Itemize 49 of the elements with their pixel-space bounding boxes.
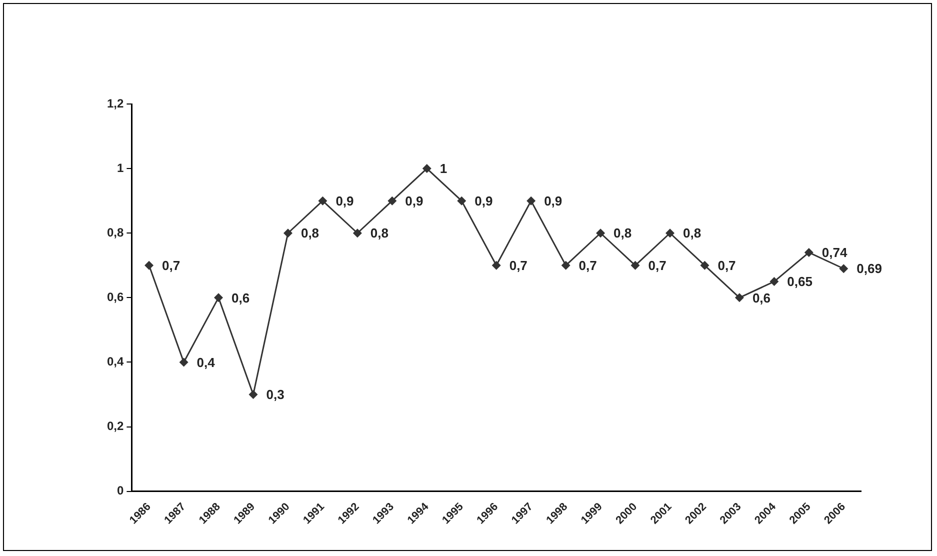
point (457, 196, 466, 206)
point (179, 358, 188, 367)
data-label: 0,65 (787, 274, 812, 290)
y-tick-label: 0 (116, 484, 124, 498)
point (839, 264, 848, 274)
data-label: 0,8 (370, 226, 388, 241)
data-label: 0,7 (648, 258, 666, 273)
data-label: 0,9 (474, 193, 493, 208)
data-label: 0,7 (718, 258, 736, 273)
data-label: 0,9 (544, 193, 562, 208)
data-label: 0,4 (196, 354, 216, 370)
y-tick-label: 1,2 (106, 96, 124, 110)
y-tick-label: 0,8 (106, 225, 124, 240)
point (665, 228, 674, 238)
point (248, 390, 258, 400)
data-label: 0,7 (162, 258, 180, 273)
point (700, 260, 710, 270)
point (561, 260, 570, 270)
y-tick-label: 1 (116, 160, 124, 175)
point (318, 196, 328, 206)
point (388, 196, 397, 206)
data-label: 0,8 (300, 226, 320, 241)
data-label: 0,6 (752, 290, 771, 306)
data-label: 0,69 (856, 261, 882, 276)
data-label: 0,9 (405, 193, 424, 208)
point (596, 228, 606, 238)
data-label: 0,8 (614, 226, 632, 241)
data-label: 0,8 (682, 226, 702, 241)
data-label: 0,9 (336, 193, 354, 208)
data-label: 0,3 (266, 387, 284, 402)
data-label: 1 (440, 161, 448, 176)
point (770, 277, 779, 286)
point (630, 260, 640, 270)
y-tick-label: 0,2 (106, 419, 124, 434)
data-label: 0,7 (578, 258, 597, 273)
point (214, 293, 224, 302)
data-label: 0,74 (822, 245, 848, 260)
point (144, 260, 154, 270)
point (804, 248, 814, 257)
y-tick-label: 0,6 (106, 290, 124, 304)
y-tick-label: 0,4 (106, 354, 124, 369)
data-label: 0,7 (509, 258, 528, 273)
point (492, 260, 501, 270)
point (422, 164, 432, 174)
point (352, 228, 362, 238)
point (283, 228, 292, 238)
data-label: 0,6 (232, 290, 250, 306)
point (734, 293, 744, 302)
point (526, 196, 536, 206)
